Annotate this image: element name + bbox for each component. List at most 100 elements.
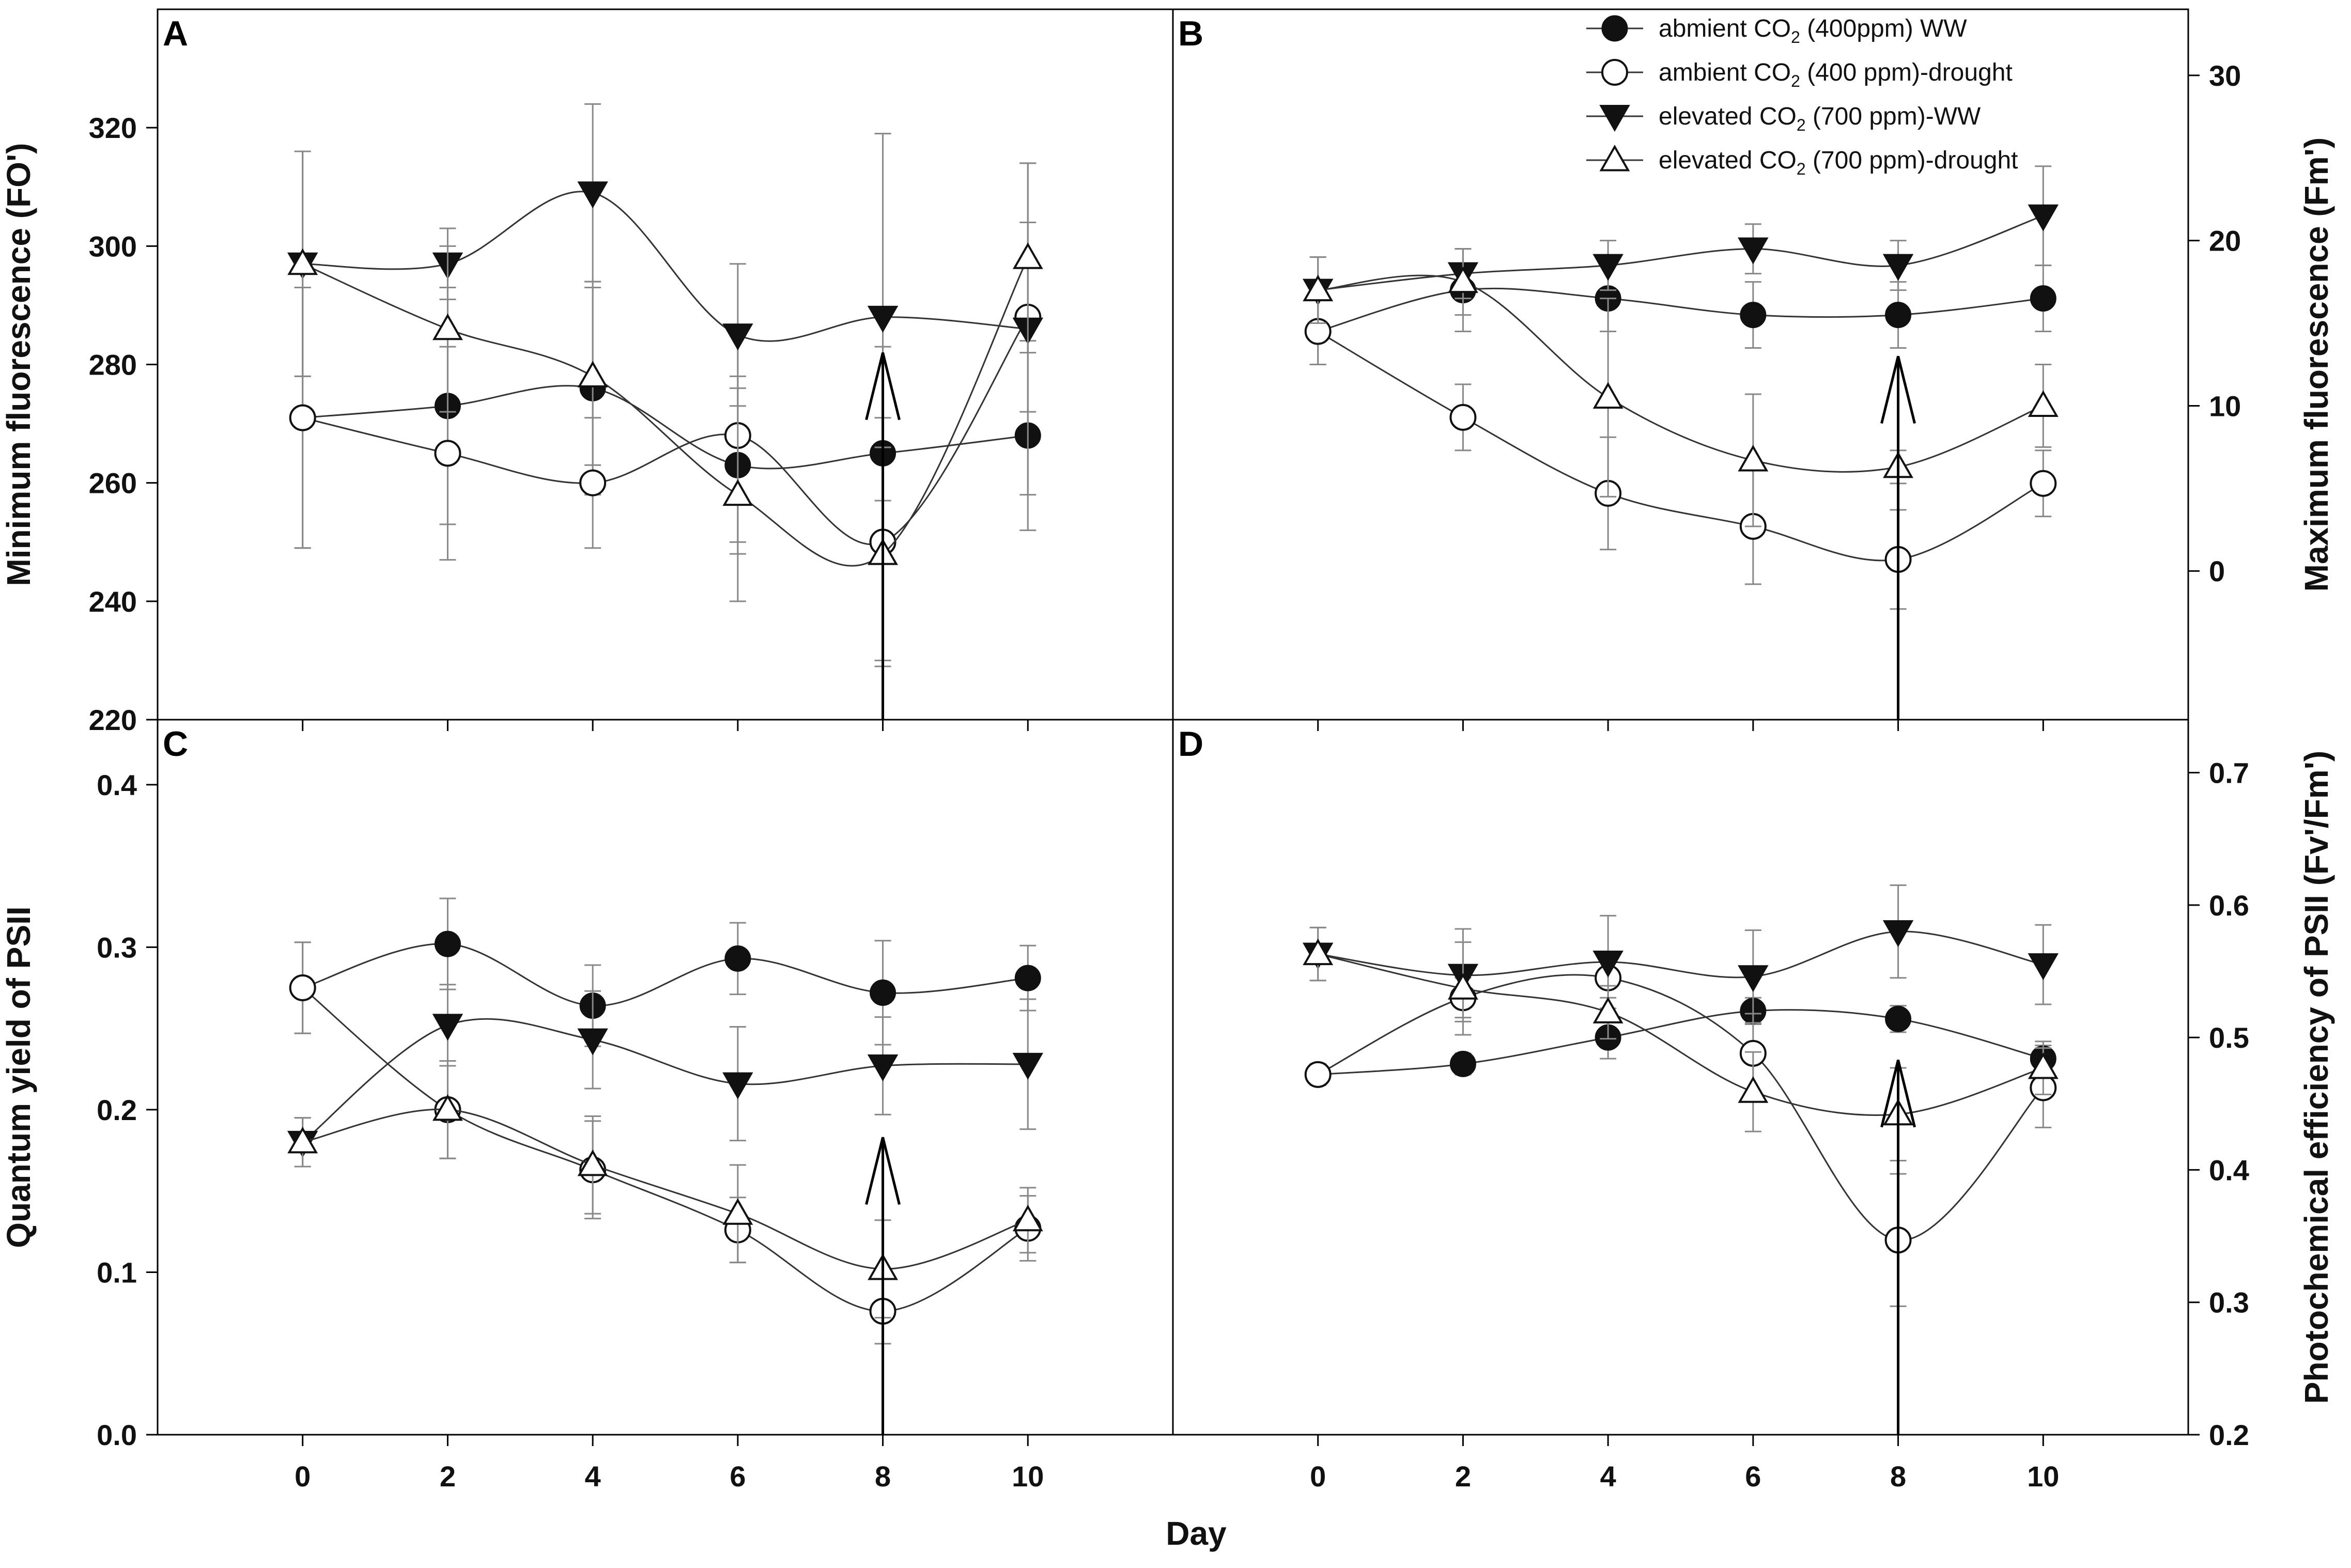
series-ele_dr <box>287 1060 1043 1319</box>
series-line <box>1318 287 2044 332</box>
y-tick-label: 20 <box>2209 225 2241 257</box>
data-point <box>2028 1052 2059 1079</box>
data-point <box>579 469 607 496</box>
series-line <box>1318 274 2044 473</box>
data-point <box>1012 242 1043 269</box>
arrow-head <box>1880 1060 1916 1128</box>
data-point <box>870 979 896 1006</box>
panel-letter: B <box>1178 14 1203 53</box>
data-point <box>2030 285 2056 312</box>
y-tick-label: 0.4 <box>97 769 137 801</box>
data-point <box>432 1014 463 1041</box>
y-tick-label: 0.1 <box>97 1256 137 1288</box>
y-tick-label: 0.2 <box>2209 1419 2249 1451</box>
x-tick-label: 2 <box>1455 1460 1471 1493</box>
legend-marker <box>1601 59 1628 86</box>
series-line <box>302 1108 1028 1270</box>
data-point <box>1012 1204 1043 1232</box>
data-point <box>287 1126 318 1154</box>
y-tick-label: 280 <box>89 349 137 381</box>
data-point <box>1738 965 1769 992</box>
data-point <box>722 323 753 351</box>
data-point <box>287 248 318 275</box>
data-point <box>2028 204 2059 231</box>
y-axis-title: Maximum fluorescence (Fm') <box>2298 137 2335 592</box>
data-point <box>1592 997 1623 1023</box>
y-tick-label: 300 <box>89 230 137 262</box>
data-point <box>1738 237 1769 265</box>
legend-label: abmient CO2 (400ppm) WW <box>1659 15 1967 46</box>
data-point <box>1592 382 1623 409</box>
data-point <box>289 974 316 1001</box>
legend: abmient CO2 (400ppm) WW ambient CO2 (400 … <box>1586 15 2018 178</box>
data-point <box>1592 254 1623 281</box>
panel-letter: A <box>163 14 188 53</box>
data-point <box>1885 1005 1912 1032</box>
y-tick-label: 0.5 <box>2209 1021 2249 1054</box>
data-point <box>2028 953 2059 981</box>
legend-item-amb_dr: ambient CO2 (400 ppm)-drought <box>1586 59 2013 90</box>
y-tick-label: 220 <box>89 704 137 736</box>
arrow-head <box>865 1137 901 1205</box>
x-tick-label: 0 <box>1310 1460 1326 1493</box>
data-point <box>577 1149 608 1176</box>
panel-a: A 220 240 260 280 300 320 Minimum fluorescence … <box>0 8 1174 736</box>
legend-label: elevated CO2 (700 ppm)-drought <box>1659 147 2018 178</box>
panel-letter: C <box>163 724 188 764</box>
data-point <box>1012 1052 1044 1080</box>
data-point <box>1014 965 1041 991</box>
y-tick-label: 0.2 <box>97 1094 137 1126</box>
data-point <box>577 361 608 387</box>
data-point <box>1740 302 1767 329</box>
x-tick-label: 8 <box>1890 1460 1906 1493</box>
x-tick-label: 8 <box>875 1460 891 1493</box>
series-line <box>1318 215 2044 291</box>
data-point <box>722 1072 753 1099</box>
legend-marker <box>1601 15 1628 42</box>
data-point <box>577 1028 608 1055</box>
x-tick-label: 6 <box>1745 1460 1761 1493</box>
data-point <box>722 479 753 506</box>
legend-label: ambient CO2 (400 ppm)-drought <box>1659 59 2013 90</box>
x-tick-label: 0 <box>295 1460 311 1493</box>
y-tick-label: 10 <box>2209 390 2241 422</box>
y-tick-label: 0.4 <box>2209 1154 2249 1186</box>
data-point <box>432 313 463 340</box>
data-point <box>1885 302 1912 329</box>
series-line <box>302 987 1029 1312</box>
y-tick-label: 0.6 <box>2209 889 2249 922</box>
x-tick-label: 4 <box>1600 1460 1616 1493</box>
data-point <box>1304 1061 1332 1088</box>
data-point <box>867 305 899 333</box>
y-axis-title: Minimum fluorescence (FO') <box>0 143 37 586</box>
x-tick-label: 10 <box>1012 1460 1044 1493</box>
y-tick-label: 0.3 <box>2209 1286 2249 1319</box>
arrow-head <box>1880 355 1916 424</box>
data-point <box>1738 1076 1769 1103</box>
y-axis-title: Photochemical efficiency of PSII (Fv'/Fm… <box>2298 751 2335 1404</box>
y-tick-label: 30 <box>2209 59 2241 92</box>
y-tick-label: 0.3 <box>97 931 137 964</box>
data-point <box>1449 1050 1476 1077</box>
data-point <box>724 945 751 972</box>
y-tick-label: 0.0 <box>97 1419 137 1451</box>
data-point <box>1447 973 1478 1000</box>
panel-b: B 0 10 20 30 Maximum fluorescence (Fm') <box>1172 8 2335 731</box>
x-tick-label: 4 <box>585 1460 601 1493</box>
panel-d: D 0.2 0.3 0.4 0.5 0.6 0.7 Photochemical efficie… <box>1172 719 2335 1493</box>
series-line <box>302 1018 1028 1143</box>
y-axis-title: Quantum yield of PSII <box>0 906 37 1248</box>
series-line <box>302 385 1028 470</box>
data-point <box>1449 403 1477 431</box>
panel-frame <box>1172 719 2189 1436</box>
data-point <box>1592 951 1623 978</box>
data-point <box>577 181 608 209</box>
data-point <box>722 1198 753 1225</box>
data-point <box>434 440 461 467</box>
legend-marker <box>1599 144 1630 172</box>
series-line <box>1318 1009 2044 1076</box>
x-tick-label: 10 <box>2027 1460 2059 1493</box>
x-axis-title: Day <box>1166 1515 1227 1552</box>
legend-item-ele_ww: elevated CO2 (700 ppm)-WW <box>1586 103 1981 134</box>
